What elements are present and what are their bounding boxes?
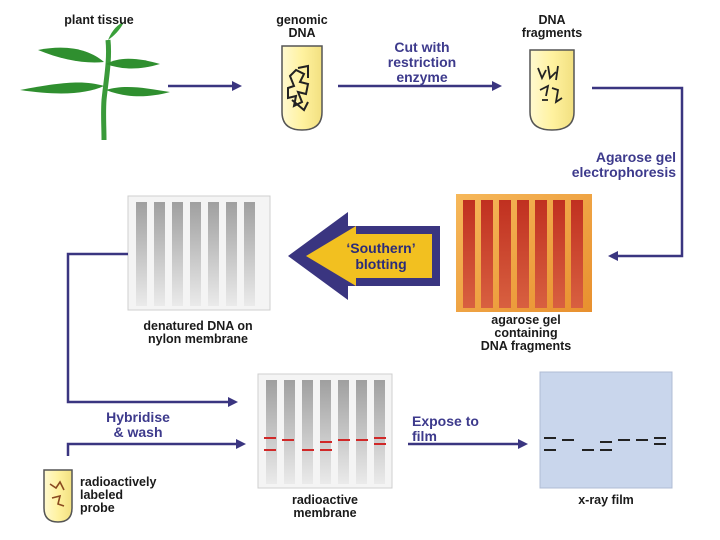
label-radio-membrane-line1: radioactive <box>291 493 358 507</box>
label-agarose-gel-line3: DNA fragments <box>480 339 572 353</box>
plant-icon <box>20 22 170 141</box>
label-xray-film: x-ray film <box>578 493 634 507</box>
arrow-membrane-to-film <box>408 439 528 449</box>
label-agarose-gel: agarose gel containing DNA fragments <box>444 314 608 353</box>
label-nylon-line2: nylon membrane <box>147 332 249 346</box>
arrow-nylon-to-hybridise <box>66 252 238 407</box>
arrow-probe-to-membrane <box>66 439 246 456</box>
southern-blotting-arrow <box>288 212 440 300</box>
step-expose-film: Expose to film <box>412 414 526 444</box>
label-dna-fragments-line2: fragments <box>521 26 583 40</box>
agarose-gel-image <box>456 194 592 312</box>
label-agarose-gel-line1: agarose gel <box>491 313 561 327</box>
step-southern-line2: blotting <box>355 256 407 272</box>
label-probe-line2: labeled <box>80 488 124 502</box>
dna-fragments-tube-icon <box>529 49 575 131</box>
label-dna-fragments-line1: DNA <box>538 13 566 27</box>
label-dna-fragments: DNA fragments <box>502 14 602 40</box>
label-genomic-dna: genomic DNA <box>252 14 352 40</box>
label-plant-tissue: plant tissue <box>64 13 134 27</box>
label-agarose-gel-line2: containing <box>494 326 558 340</box>
step-hybridise-line2: & wash <box>113 424 163 440</box>
label-genomic-dna-line2: DNA <box>288 26 316 40</box>
step-cut-line3: enzyme <box>396 69 448 85</box>
nylon-membrane-image <box>127 195 271 311</box>
xray-film-image <box>539 371 673 489</box>
label-radioactive-membrane: radioactive membrane <box>262 494 388 520</box>
arrow-plant-to-genomic <box>168 81 242 91</box>
step-southern-line1: ‘Southern’ <box>346 240 416 256</box>
radioactive-membrane-image <box>257 373 393 489</box>
step-southern-blotting: ‘Southern’ blotting <box>326 240 436 272</box>
step-electro-line1: Agarose gel <box>595 149 676 165</box>
step-cut-line1: Cut with <box>394 39 450 55</box>
step-electro-line2: electrophoresis <box>571 164 676 180</box>
step-electrophoresis: Agarose gel electrophoresis <box>506 150 676 180</box>
arrow-fragments-to-gel <box>592 86 684 261</box>
label-nylon-line1: denatured DNA on <box>143 319 253 333</box>
arrow-genomic-to-fragments <box>338 81 502 91</box>
label-probe-line3: probe <box>80 501 115 515</box>
label-genomic-dna-line1: genomic <box>276 13 328 27</box>
step-expose-line2: film <box>412 428 437 444</box>
label-nylon-membrane: denatured DNA on nylon membrane <box>108 320 288 346</box>
label-probe: radioactively labeled probe <box>80 476 210 515</box>
label-radio-membrane-line2: membrane <box>293 506 357 520</box>
step-hybridise-line1: Hybridise <box>106 409 170 425</box>
label-probe-line1: radioactively <box>80 475 157 489</box>
genomic-dna-tube-icon <box>281 45 323 131</box>
step-expose-line1: Expose to <box>412 413 479 429</box>
probe-tube-icon <box>43 469 73 523</box>
step-hybridise-wash: Hybridise & wash <box>78 410 198 440</box>
step-cut-line2: restriction <box>387 54 457 70</box>
step-cut-restriction: Cut with restriction enzyme <box>358 40 486 85</box>
